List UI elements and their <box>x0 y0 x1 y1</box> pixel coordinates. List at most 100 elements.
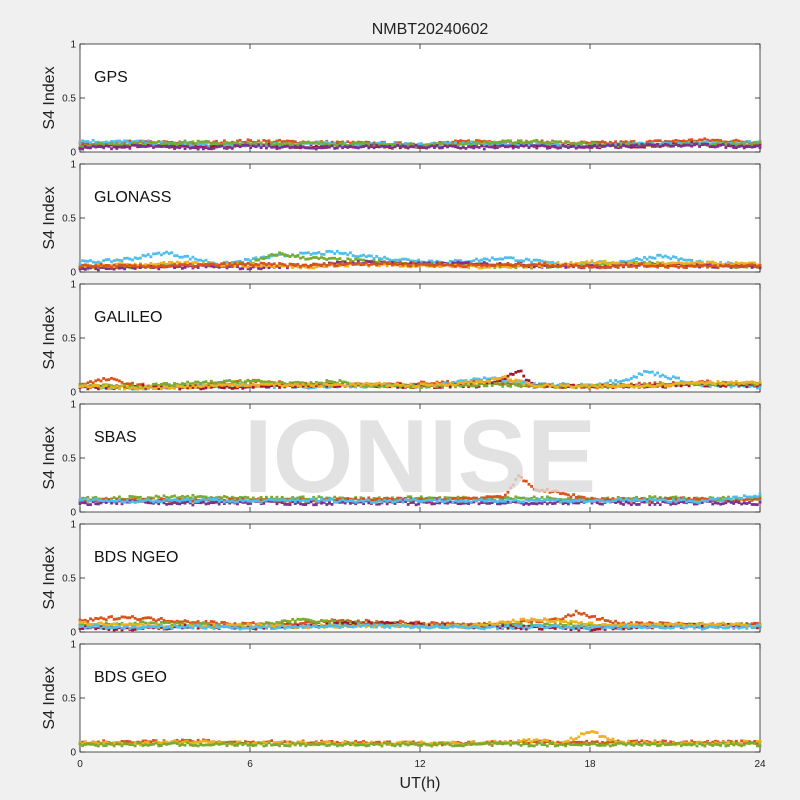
data-point <box>477 384 481 388</box>
data-point <box>246 502 250 506</box>
data-point <box>587 263 591 267</box>
data-point <box>112 265 116 268</box>
data-point <box>658 142 662 146</box>
data-point <box>682 500 686 504</box>
data-point <box>742 265 746 269</box>
data-point <box>443 496 447 499</box>
data-point <box>519 369 523 373</box>
data-point <box>422 144 426 147</box>
data-point <box>716 379 720 383</box>
data-point <box>653 139 657 143</box>
data-point <box>83 140 87 144</box>
data-point <box>83 384 87 388</box>
data-point <box>312 497 316 501</box>
data-point <box>482 263 486 267</box>
data-point <box>325 379 329 382</box>
data-point <box>341 144 344 147</box>
data-point <box>438 501 442 505</box>
data-point <box>627 378 631 382</box>
data-point <box>362 253 365 257</box>
data-point <box>674 495 678 499</box>
data-point <box>199 145 203 149</box>
y-tick-label: 1 <box>70 280 76 291</box>
data-point <box>574 263 578 267</box>
data-point <box>658 382 662 385</box>
data-point <box>341 252 344 255</box>
data-point <box>288 143 292 147</box>
data-point <box>362 258 365 262</box>
data-point <box>254 499 258 503</box>
data-point <box>291 266 295 269</box>
data-point <box>149 255 153 259</box>
data-point <box>566 500 570 503</box>
data-point <box>188 500 192 504</box>
data-point <box>299 384 302 388</box>
data-point <box>706 497 709 501</box>
data-point <box>131 500 134 504</box>
data-point <box>695 498 699 501</box>
data-point <box>328 385 331 389</box>
data-point <box>96 141 100 145</box>
data-point <box>653 495 657 499</box>
data-point <box>713 145 717 149</box>
data-point <box>393 145 397 149</box>
data-point <box>228 501 232 505</box>
data-point <box>540 495 544 499</box>
data-point <box>335 497 339 501</box>
data-point <box>745 145 749 149</box>
data-point <box>708 262 712 266</box>
data-point <box>141 497 145 501</box>
data-point <box>375 502 379 506</box>
data-point <box>695 264 699 268</box>
data-point <box>359 254 363 258</box>
data-point <box>511 483 515 487</box>
data-point <box>380 257 384 261</box>
data-point <box>545 487 549 491</box>
data-point <box>614 384 617 387</box>
data-point <box>349 501 352 505</box>
data-point <box>367 498 371 502</box>
data-point <box>110 376 113 380</box>
data-point <box>267 256 271 260</box>
data-point <box>330 140 334 144</box>
data-point <box>385 145 389 149</box>
data-point <box>711 264 715 268</box>
data-point <box>706 143 709 146</box>
data-point <box>433 264 436 268</box>
data-point <box>509 486 512 490</box>
data-point <box>708 496 712 499</box>
data-point <box>112 140 116 143</box>
data-point <box>719 384 723 388</box>
data-point <box>587 383 591 387</box>
data-point <box>317 140 321 144</box>
data-point <box>498 499 502 503</box>
data-point <box>485 141 489 144</box>
data-point <box>685 143 688 147</box>
data-point <box>608 498 612 502</box>
data-point <box>666 497 670 501</box>
data-point <box>488 259 491 262</box>
data-point <box>233 141 237 145</box>
data-point <box>241 382 245 386</box>
data-point <box>312 141 316 145</box>
data-point <box>351 382 355 386</box>
data-point <box>278 266 281 270</box>
data-point <box>574 496 578 499</box>
data-point <box>419 262 423 266</box>
data-point <box>493 264 497 268</box>
data-point <box>724 263 728 267</box>
data-point <box>288 503 292 507</box>
data-point <box>207 502 211 505</box>
data-point <box>404 264 407 267</box>
data-point <box>517 259 520 263</box>
data-point <box>223 379 226 383</box>
data-point <box>503 139 507 143</box>
data-point <box>475 139 478 142</box>
data-point <box>173 384 176 388</box>
data-point <box>601 140 604 143</box>
data-point <box>708 382 712 386</box>
data-point <box>414 497 418 500</box>
data-point <box>425 499 428 502</box>
data-point <box>165 142 169 146</box>
